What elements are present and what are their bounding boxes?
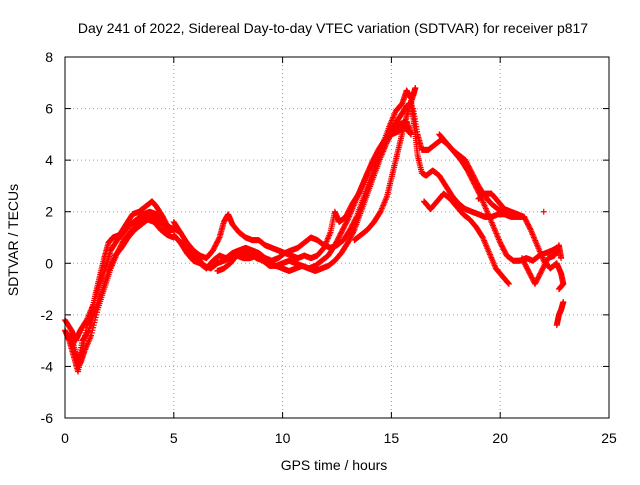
y-axis-label: SDTVAR / TECUs [5, 184, 21, 296]
data-point [558, 255, 565, 262]
y-tick-label: -6 [41, 410, 54, 426]
data-point [350, 228, 357, 235]
x-tick-label: 5 [170, 430, 178, 446]
x-tick-label: 0 [61, 430, 69, 446]
data-point [527, 225, 534, 232]
y-tick-label: 6 [45, 101, 53, 117]
y-tick-label: 2 [45, 204, 53, 220]
axis-ticks: 0 5 10 15 20 25 -6 -4 -2 0 2 4 6 8 [41, 49, 617, 446]
y-tick-label: -2 [41, 307, 54, 323]
data-point [344, 217, 351, 224]
data-point [555, 286, 562, 293]
x-axis-label: GPS time / hours [281, 457, 388, 473]
plot-frame [64, 56, 610, 419]
y-tick-label: -4 [41, 358, 54, 374]
data-point [215, 235, 222, 242]
y-tick-label: 0 [45, 255, 53, 271]
x-tick-label: 20 [492, 430, 508, 446]
data-point [165, 228, 172, 235]
data-point [505, 280, 512, 287]
data-point [85, 328, 92, 335]
data-point [166, 229, 173, 236]
chart-title: Day 241 of 2022, Sidereal Day-to-day VTE… [78, 20, 588, 36]
y-tick-label: 4 [45, 152, 53, 168]
y-tick-label: 8 [45, 49, 53, 65]
data-point [505, 280, 512, 287]
data-point [407, 130, 414, 137]
data-series-sdtvar [62, 84, 567, 375]
x-tick-label: 25 [601, 430, 617, 446]
data-point [540, 208, 547, 215]
data-point [412, 84, 419, 91]
data-point [560, 298, 567, 305]
x-tick-label: 10 [275, 430, 291, 446]
x-tick-label: 15 [384, 430, 400, 446]
